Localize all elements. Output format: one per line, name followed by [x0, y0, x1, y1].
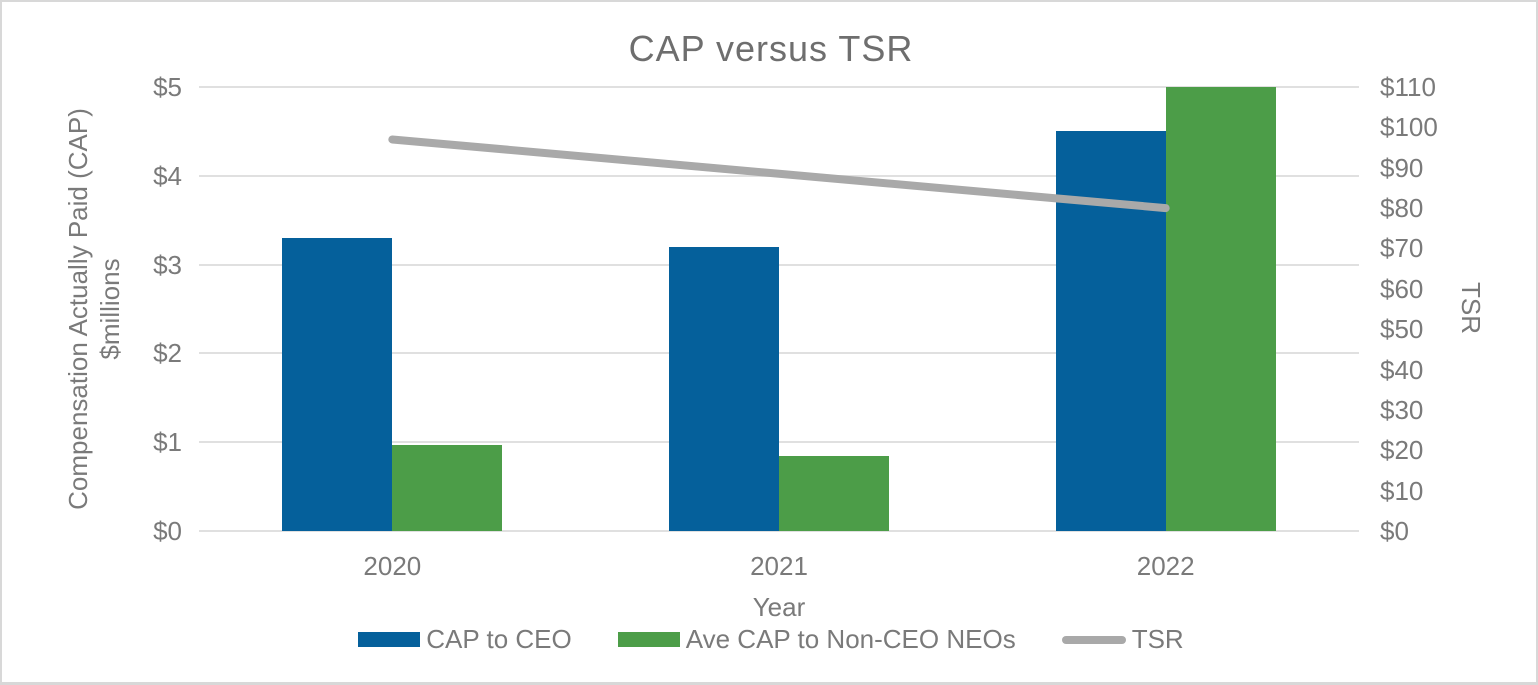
legend-item-cap-to-ceo: CAP to CEO	[358, 624, 572, 655]
right-axis-title: TSR	[1456, 282, 1486, 334]
right-axis-tick-label: $70	[1380, 233, 1424, 264]
x-axis-label-2021: 2021	[750, 551, 808, 581]
right-axis-tick-label: $80	[1380, 193, 1424, 224]
left-axis-tick-label: $5	[153, 72, 182, 102]
legend-item-tsr: TSR	[1061, 624, 1184, 655]
right-axis-tick-label: $50	[1380, 314, 1424, 345]
right-axis-tick-label: $0	[1380, 516, 1409, 546]
legend-label: Ave CAP to Non-CEO NEOs	[685, 624, 1016, 654]
right-axis-tick-label: $90	[1380, 152, 1424, 183]
right-axis-tick-label: $40	[1380, 354, 1424, 385]
right-axis-tick-label: $110	[1380, 72, 1436, 102]
legend-label: TSR	[1131, 624, 1184, 654]
bar-ave-cap-neos-2022	[1165, 87, 1276, 531]
left-axis-tick-label: $4	[153, 160, 182, 191]
legend-line-swatch	[1061, 635, 1126, 644]
bar-cap-to-ceo-2020	[282, 237, 393, 531]
x-axis-title: Year	[752, 592, 806, 622]
gridline	[199, 352, 1359, 355]
bar-cap-to-ceo-2022	[1055, 131, 1166, 531]
legend: CAP to CEO Ave CAP to Non-CEO NEOs TSR	[2, 624, 1536, 655]
legend-item-ave-cap-to-non-ceo-neos: Ave CAP to Non-CEO NEOs	[617, 624, 1016, 655]
left-axis-tick-label: $1	[153, 427, 182, 458]
bar-ave-cap-neos-2021	[779, 456, 889, 531]
gridline	[199, 263, 1359, 266]
right-axis-tick-label: $20	[1380, 435, 1424, 466]
left-axis-tick-label: $3	[153, 249, 182, 280]
right-axis-tick-label: $10	[1380, 475, 1424, 506]
legend-bar-swatch	[358, 632, 421, 647]
right-axis-tick-label: $60	[1380, 273, 1424, 304]
gridline	[199, 86, 1359, 88]
bar-cap-to-ceo-2021	[669, 246, 779, 531]
x-axis-label-2022: 2022	[1136, 551, 1195, 581]
chart-title: CAP versus TSR	[628, 28, 914, 69]
left-axis-tick-label: $2	[153, 338, 182, 369]
legend-bar-swatch	[617, 632, 680, 647]
bar-ave-cap-neos-2020	[392, 444, 503, 531]
left-axis-title-line1: Compensation Actually Paid (CAP)	[63, 108, 93, 510]
right-axis-tick-label: $100	[1380, 112, 1438, 143]
left-axis-tick-label: $0	[153, 516, 182, 546]
right-axis-tick-label: $30	[1380, 394, 1424, 425]
legend-label: CAP to CEO	[426, 624, 572, 654]
gridline	[199, 530, 1359, 532]
tsr-line-path	[388, 135, 1170, 213]
left-axis-title: Compensation Actually Paid (CAP) $millio…	[62, 29, 126, 589]
left-axis-title-line2: $millions	[95, 258, 125, 360]
gridline	[199, 441, 1359, 444]
x-axis-label-2020: 2020	[363, 551, 422, 581]
